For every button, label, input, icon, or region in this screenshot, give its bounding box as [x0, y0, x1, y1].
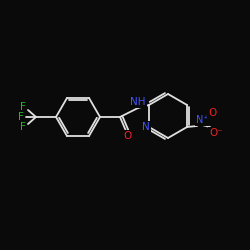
Text: F: F [18, 112, 24, 122]
Text: F: F [20, 122, 26, 132]
Text: O: O [123, 131, 131, 141]
Text: F: F [20, 102, 26, 112]
Text: NH: NH [130, 97, 146, 107]
Text: N: N [142, 122, 150, 132]
Text: O: O [208, 108, 216, 118]
Text: O⁻: O⁻ [209, 128, 223, 138]
Text: N⁺: N⁺ [196, 115, 208, 125]
